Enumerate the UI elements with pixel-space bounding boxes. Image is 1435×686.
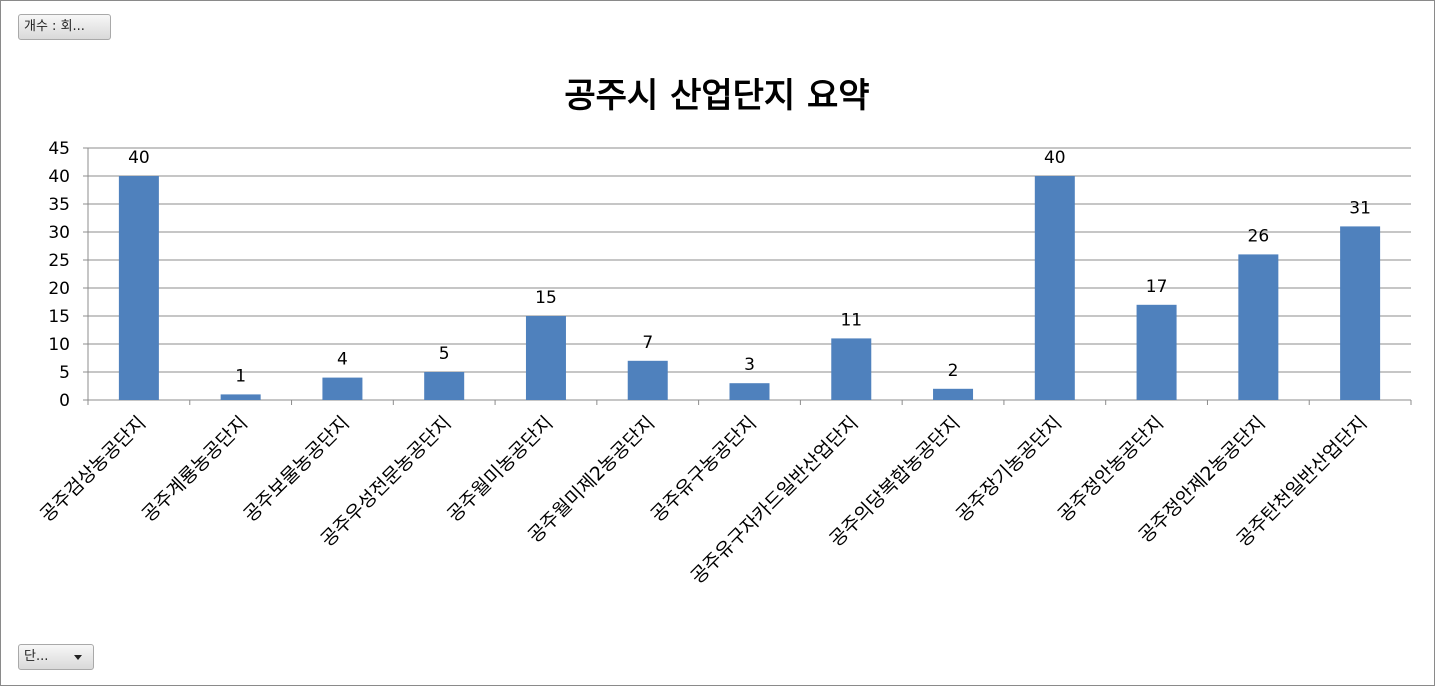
y-axis: 0 5 10 15 20 25 30 35 40 45: [48, 139, 89, 411]
bar[interactable]: [525, 316, 566, 400]
bar[interactable]: [220, 394, 261, 400]
bar[interactable]: [1238, 254, 1279, 400]
bar[interactable]: [118, 176, 159, 400]
gridlines: [88, 147, 1411, 373]
x-tick-label: 공주장기농공단지: [952, 412, 1066, 526]
bar[interactable]: [424, 372, 465, 400]
y-tick-label: 15: [48, 307, 70, 327]
data-label: 26: [1248, 226, 1270, 246]
x-tick-label: 공주정안농공단지: [1054, 412, 1168, 526]
value-field-button[interactable]: 개수 : 회...: [18, 14, 111, 40]
bar[interactable]: [1136, 304, 1177, 400]
bar[interactable]: [627, 360, 668, 400]
x-tick-label: 공주월미농공단지: [443, 412, 557, 526]
data-label: 40: [1044, 148, 1066, 168]
y-tick-label: 20: [48, 279, 70, 299]
data-label: 2: [948, 361, 959, 381]
y-tick-label: 30: [48, 223, 70, 243]
x-axis: 공주검상농공단지공주계룡농공단지공주보물농공단지공주우성전문농공단지공주월미농공…: [36, 399, 1412, 588]
axis-field-button[interactable]: 단...: [18, 644, 94, 670]
value-field-label: 개수 : 회...: [24, 19, 85, 34]
data-label: 3: [744, 355, 755, 375]
x-tick-label: 공주검상농공단지: [36, 412, 150, 526]
x-tick-label: 공주계룡농공단지: [138, 412, 252, 526]
bar[interactable]: [1034, 176, 1075, 400]
data-label: 5: [439, 344, 450, 364]
data-label: 17: [1146, 277, 1168, 297]
x-tick-label: 공주유구농공단지: [647, 412, 761, 526]
y-tick-label: 25: [48, 251, 70, 271]
data-label: 7: [642, 333, 653, 353]
x-tick-label: 공주유구자카드일반산업단지: [687, 412, 863, 588]
y-tick-label: 35: [48, 195, 70, 215]
y-tick-label: 45: [48, 139, 70, 159]
bars: 40 1 4 5 15 7 3 11 2 40 17 26 31: [118, 148, 1381, 400]
y-tick-label: 10: [48, 335, 70, 355]
bar[interactable]: [933, 388, 974, 400]
bar[interactable]: [1340, 226, 1381, 400]
data-label: 4: [337, 350, 348, 370]
axis-field-label: 단...: [24, 649, 49, 664]
data-label: 15: [535, 288, 557, 308]
chevron-down-icon[interactable]: [74, 655, 82, 660]
data-label: 31: [1349, 198, 1371, 218]
chart-title: 공주시 산업단지 요약: [564, 76, 869, 116]
bar[interactable]: [831, 338, 872, 400]
x-tick-label: 공주보물농공단지: [240, 412, 354, 526]
bar[interactable]: [322, 377, 363, 400]
bar[interactable]: [729, 383, 770, 400]
y-tick-label: 0: [59, 391, 70, 411]
data-label: 11: [840, 310, 862, 330]
data-label: 1: [235, 366, 246, 386]
y-tick-label: 40: [48, 167, 70, 187]
y-tick-label: 5: [59, 363, 70, 383]
data-label: 40: [128, 148, 150, 168]
